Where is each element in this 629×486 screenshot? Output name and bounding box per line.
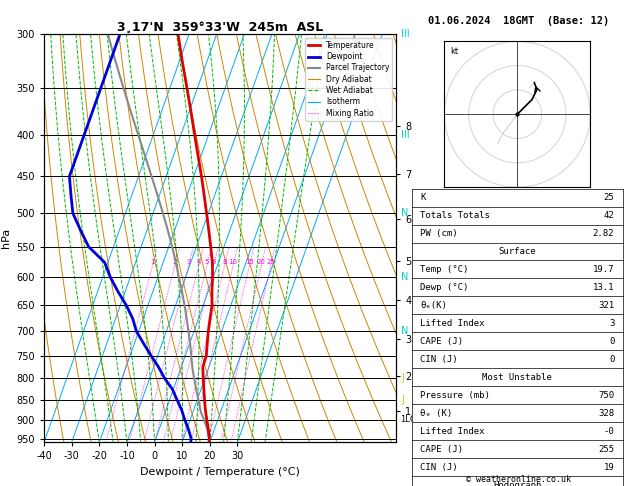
Text: 3: 3: [609, 319, 615, 328]
Text: 13.1: 13.1: [593, 283, 615, 292]
Legend: Temperature, Dewpoint, Parcel Trajectory, Dry Adiabat, Wet Adiabat, Isotherm, Mi: Temperature, Dewpoint, Parcel Trajectory…: [305, 38, 392, 121]
Text: 19: 19: [604, 463, 615, 472]
Text: N: N: [401, 327, 409, 336]
Text: θₑ(K): θₑ(K): [420, 301, 447, 310]
Text: 0: 0: [609, 337, 615, 346]
Text: Surface: Surface: [499, 247, 536, 256]
Text: III: III: [401, 29, 410, 39]
Text: 321: 321: [598, 301, 615, 310]
X-axis label: Dewpoint / Temperature (°C): Dewpoint / Temperature (°C): [140, 467, 300, 477]
Text: 20: 20: [257, 260, 266, 265]
Text: 5: 5: [204, 260, 209, 265]
Text: Dewp (°C): Dewp (°C): [420, 283, 469, 292]
Text: N: N: [401, 208, 409, 218]
Text: J: J: [401, 373, 404, 383]
Text: Pressure (mb): Pressure (mb): [420, 391, 490, 400]
Text: 8: 8: [222, 260, 227, 265]
Text: Lifted Index: Lifted Index: [420, 427, 485, 436]
Text: 15: 15: [245, 260, 254, 265]
Text: Most Unstable: Most Unstable: [482, 373, 552, 382]
Text: 0: 0: [609, 355, 615, 364]
Text: J: J: [401, 395, 404, 404]
Text: 328: 328: [598, 409, 615, 418]
Text: © weatheronline.co.uk: © weatheronline.co.uk: [467, 474, 571, 484]
Text: 6: 6: [211, 260, 216, 265]
Text: 25: 25: [267, 260, 275, 265]
Text: 10: 10: [229, 260, 238, 265]
Text: 3: 3: [186, 260, 191, 265]
Text: kt: kt: [450, 47, 459, 56]
Text: III: III: [401, 130, 410, 140]
Text: 19.7: 19.7: [593, 265, 615, 274]
Text: N: N: [401, 272, 409, 282]
Text: 4: 4: [197, 260, 201, 265]
Text: 750: 750: [598, 391, 615, 400]
Text: 2: 2: [173, 260, 177, 265]
Text: -0: -0: [604, 427, 615, 436]
Text: 01.06.2024  18GMT  (Base: 12): 01.06.2024 18GMT (Base: 12): [428, 16, 610, 26]
Text: Totals Totals: Totals Totals: [420, 211, 490, 220]
Text: 255: 255: [598, 445, 615, 454]
Title: 3¸17'N  359°33'W  245m  ASL: 3¸17'N 359°33'W 245m ASL: [117, 21, 323, 34]
Text: K: K: [420, 193, 426, 202]
Text: CAPE (J): CAPE (J): [420, 337, 464, 346]
Text: Hodograph: Hodograph: [493, 481, 542, 486]
Text: CIN (J): CIN (J): [420, 355, 458, 364]
Text: Lifted Index: Lifted Index: [420, 319, 485, 328]
Text: PW (cm): PW (cm): [420, 229, 458, 238]
Text: Temp (°C): Temp (°C): [420, 265, 469, 274]
Text: CAPE (J): CAPE (J): [420, 445, 464, 454]
Text: 42: 42: [604, 211, 615, 220]
Text: CIN (J): CIN (J): [420, 463, 458, 472]
Text: 1LCL: 1LCL: [400, 415, 420, 424]
Y-axis label: hPa: hPa: [1, 228, 11, 248]
Text: 1: 1: [150, 260, 155, 265]
Text: 25: 25: [604, 193, 615, 202]
Text: 2.82: 2.82: [593, 229, 615, 238]
Text: θₑ (K): θₑ (K): [420, 409, 453, 418]
Y-axis label: km
ASL: km ASL: [419, 238, 437, 260]
